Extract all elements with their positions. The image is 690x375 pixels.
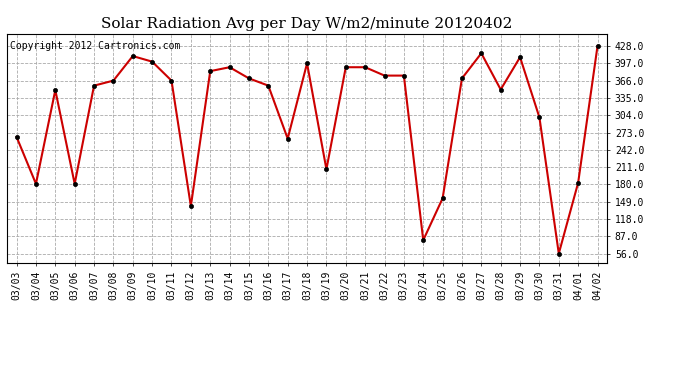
Title: Solar Radiation Avg per Day W/m2/minute 20120402: Solar Radiation Avg per Day W/m2/minute … — [101, 17, 513, 31]
Text: Copyright 2012 Cartronics.com: Copyright 2012 Cartronics.com — [10, 40, 180, 51]
